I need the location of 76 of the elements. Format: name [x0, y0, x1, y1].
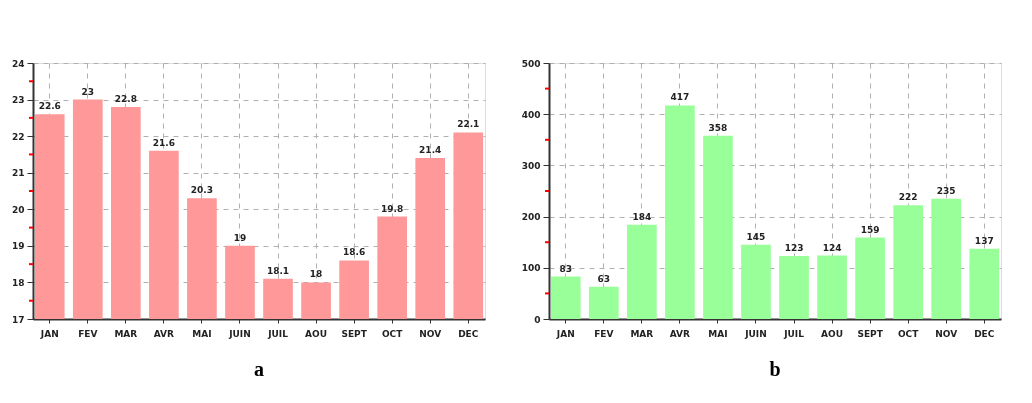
x-tick-label: MAI [708, 328, 728, 339]
x-tick-label: NOV [419, 328, 442, 339]
x-tick-label: AVR [669, 328, 691, 339]
data-label: 124 [822, 242, 842, 253]
y-tick-label: 20 [11, 204, 25, 215]
data-label: 22.8 [114, 93, 137, 104]
bar [588, 286, 619, 319]
x-tick-label: OCT [897, 328, 920, 339]
data-label: 21.4 [419, 145, 442, 156]
x-tick-label: AOU [305, 328, 328, 339]
y-tick-label: 19 [11, 241, 25, 252]
data-label: 19.8 [381, 203, 404, 214]
x-tick-label: JAN [555, 328, 575, 339]
data-label: 18 [309, 269, 323, 280]
x-tick-label: OCT [381, 328, 404, 339]
bar [703, 135, 733, 319]
text: b [769, 358, 781, 380]
data-label: 159 [860, 224, 880, 235]
data-label: 123 [784, 243, 804, 254]
x-tick-label: FEV [78, 328, 98, 339]
y-tick-label: 17 [11, 314, 25, 325]
x-tick-label: NOV [935, 328, 958, 339]
y-tick-label: 18 [11, 277, 25, 288]
text: a [254, 358, 264, 380]
bar [627, 224, 657, 319]
x-tick-label: JUIL [783, 328, 805, 339]
x-tick-label: AVR [153, 328, 175, 339]
x-tick-label: SEPT [341, 328, 368, 339]
data-label: 21.6 [152, 137, 175, 148]
bar [931, 198, 962, 319]
x-tick-label: MAR [630, 328, 654, 339]
x-tick-label: DEC [974, 328, 995, 339]
data-label: 358 [708, 122, 728, 133]
y-tick-label: 23 [11, 95, 25, 106]
bar [665, 105, 695, 319]
data-label: 137 [974, 235, 994, 246]
x-tick-label: DEC [458, 328, 479, 339]
y-tick-label: 300 [521, 160, 541, 171]
data-label: 22.1 [457, 119, 480, 130]
data-label: 145 [746, 231, 766, 242]
x-tick-label: JAN [39, 328, 59, 339]
x-tick-label: AOU [821, 328, 844, 339]
data-label: 83 [559, 263, 573, 274]
y-tick-label: 24 [11, 58, 25, 69]
data-label: 184 [632, 211, 652, 222]
x-tick-label: FEV [594, 328, 614, 339]
x-tick-label: MAI [192, 328, 212, 339]
y-tick-label: 500 [521, 58, 541, 69]
data-label: 63 [597, 273, 611, 284]
bar [550, 276, 581, 319]
x-tick-label: JUIL [267, 328, 289, 339]
data-label: 417 [670, 92, 690, 103]
x-tick-label: SEPT [857, 328, 884, 339]
data-label: 18.1 [266, 265, 290, 276]
data-label: 222 [898, 192, 918, 203]
data-label: 235 [936, 185, 956, 196]
y-tick-label: 0 [534, 314, 541, 325]
bar [817, 255, 847, 319]
x-tick-label: MAR [114, 328, 138, 339]
data-label: 20.3 [190, 185, 214, 196]
y-tick-label: 22 [11, 131, 25, 142]
x-tick-label: JUIN [744, 328, 767, 339]
y-tick-label: 100 [521, 263, 541, 274]
y-tick-label: 400 [521, 109, 541, 120]
y-tick-label: 200 [521, 212, 541, 223]
bar [855, 237, 885, 319]
data-label: 18.6 [343, 247, 366, 258]
bar [741, 244, 771, 319]
data-label: 23 [81, 86, 95, 97]
y-tick-label: 21 [11, 168, 25, 179]
data-label: 19 [233, 232, 247, 243]
bar [969, 248, 1000, 319]
bar [893, 205, 923, 319]
x-tick-label: JUIN [228, 328, 251, 339]
bar [779, 256, 809, 319]
data-label: 22.6 [38, 101, 61, 112]
